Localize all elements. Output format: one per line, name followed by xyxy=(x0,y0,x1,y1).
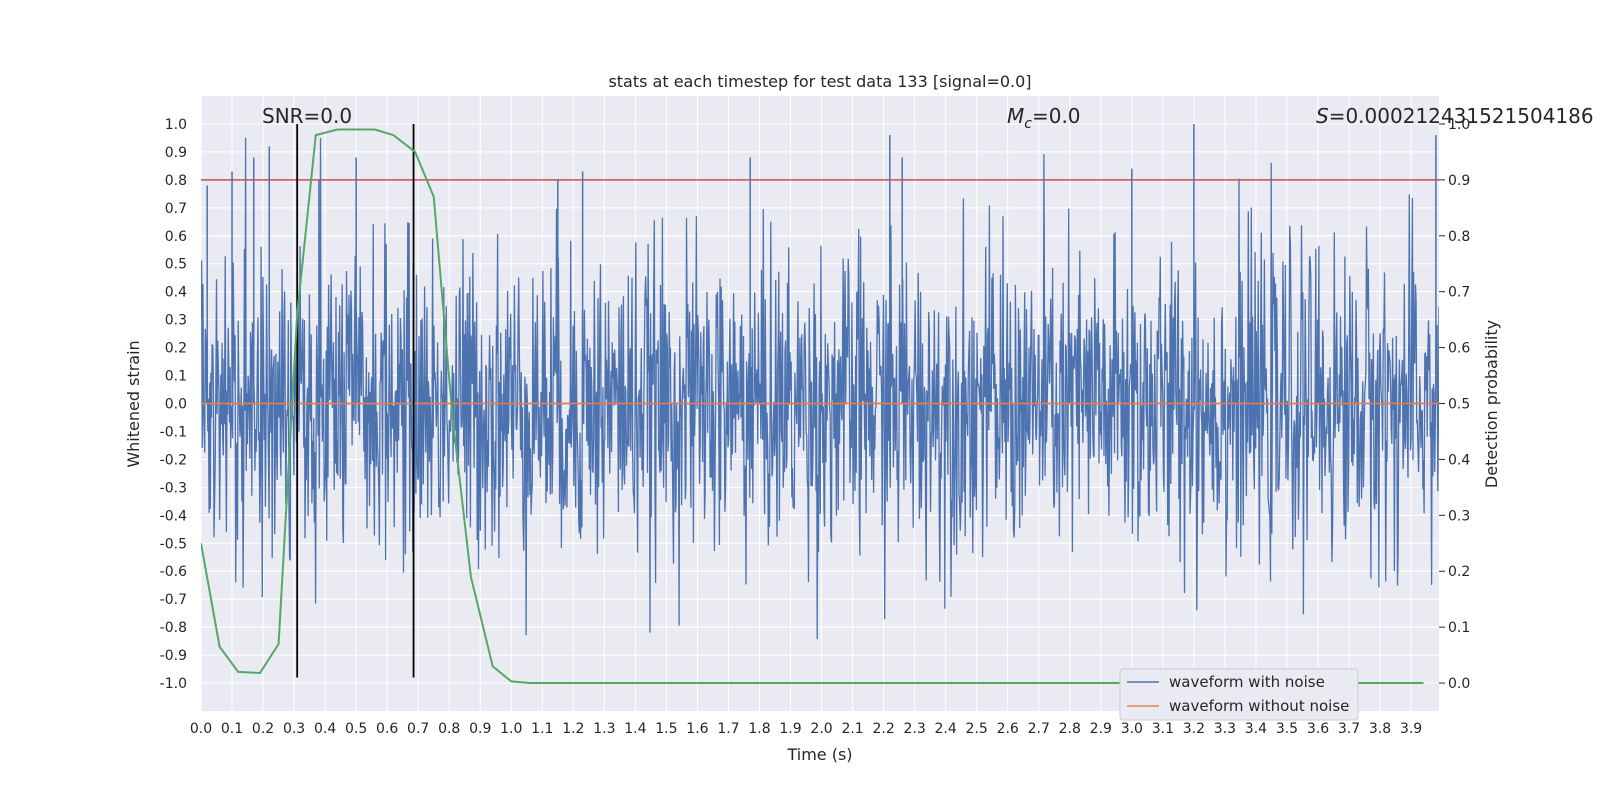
y2-axis-label: Detection probability xyxy=(1482,320,1501,488)
x-axis-label: Time (s) xyxy=(786,745,852,764)
legend-label-noise: waveform with noise xyxy=(1169,673,1325,691)
y-tick-label: -0.1 xyxy=(160,424,187,440)
x-tick-label: 0.8 xyxy=(438,721,460,737)
snr-annotation: SNR=0.0 xyxy=(262,104,352,128)
y2-tick-label: 0.5 xyxy=(1448,397,1470,413)
x-tick-label: 2.7 xyxy=(1028,721,1050,737)
x-tick-label: 1.1 xyxy=(531,721,553,737)
noise-trace xyxy=(201,137,1439,640)
legend-label-clean: waveform without noise xyxy=(1169,697,1349,715)
y2-tick-label: 0.4 xyxy=(1448,452,1470,468)
y-tick-label: -0.3 xyxy=(160,480,187,496)
x-tick-label: 0.5 xyxy=(345,721,367,737)
x-tick-label: 2.5 xyxy=(966,721,988,737)
x-tick-label: 3.6 xyxy=(1307,721,1329,737)
mc-subscript: c xyxy=(1024,116,1032,132)
x-tick-label: 3.3 xyxy=(1214,721,1236,737)
x-tick-label: 3.7 xyxy=(1338,721,1360,737)
chart-title: stats at each timestep for test data 133… xyxy=(608,72,1031,91)
y2-tick-label: 1.0 xyxy=(1448,117,1470,133)
x-tick-label: 3.5 xyxy=(1276,721,1298,737)
probability-line xyxy=(201,128,1424,684)
y-tick-labels: 1.0 0.9 0.8 0.7 0.6 0.5 0.4 0.3 0.2 0.1 0.0 -0.1 -0.… xyxy=(160,117,187,692)
x-tick-label: 3.4 xyxy=(1245,721,1267,737)
y-tick-label: 0.0 xyxy=(165,397,187,413)
x-tick-label: 2.2 xyxy=(872,721,894,737)
y-axis-label: Whitened strain xyxy=(124,340,143,467)
y2-tick-label: 0.7 xyxy=(1448,285,1470,301)
y-tick-label: -0.4 xyxy=(160,508,187,524)
y2-tick-label: 0.0 xyxy=(1448,676,1470,692)
event-markers xyxy=(296,123,415,678)
x-tick-label: 1.8 xyxy=(748,721,770,737)
x-tick-label: 1.7 xyxy=(717,721,739,737)
y-tick-label: -0.9 xyxy=(160,648,187,664)
x-tick-label: 0.3 xyxy=(283,721,305,737)
x-tick-labels: 0.0 0.1 0.2 0.3 0.4 0.5 0.6 0.7 0.8 0.9 1.0 1.1 1.2 1… xyxy=(190,721,1422,737)
y-tick-label: -0.6 xyxy=(160,564,187,580)
mc-value: =0.0 xyxy=(1032,104,1081,128)
x-tick-label: 1.2 xyxy=(562,721,584,737)
plot-area xyxy=(201,123,1439,684)
y2-tick-label: 0.2 xyxy=(1448,564,1470,580)
mc-symbol: M xyxy=(1007,104,1024,128)
x-tick-label: 1.3 xyxy=(593,721,615,737)
mc-annotation: Mc=0.0 xyxy=(1007,104,1081,132)
x-tick-label: 0.9 xyxy=(469,721,491,737)
x-tick-label: 3.2 xyxy=(1183,721,1205,737)
y-tick-label: 0.4 xyxy=(165,285,187,301)
y-tick-label: 0.9 xyxy=(165,145,187,161)
y2-tick-label: 0.8 xyxy=(1448,229,1470,245)
x-tick-label: 2.9 xyxy=(1090,721,1112,737)
y2-tick-label: 0.1 xyxy=(1448,620,1470,636)
y-tick-label: -0.8 xyxy=(160,620,187,636)
x-tick-label: 1.5 xyxy=(655,721,677,737)
series-waveform-with-noise xyxy=(201,123,1439,640)
y-tick-label: -0.7 xyxy=(160,592,187,608)
x-tick-label: 0.7 xyxy=(407,721,429,737)
x-tick-label: 2.1 xyxy=(841,721,863,737)
x-tick-label: 0.2 xyxy=(252,721,274,737)
x-tick-label: 0.4 xyxy=(314,721,336,737)
x-tick-label: 1.4 xyxy=(624,721,646,737)
x-tick-label: 2.8 xyxy=(1059,721,1081,737)
x-tick-label: 1.9 xyxy=(779,721,801,737)
x-tick-label: 2.3 xyxy=(904,721,926,737)
y-tick-label: 0.6 xyxy=(165,229,187,245)
x-tick-label: 0.1 xyxy=(221,721,243,737)
y2-tick-labels: 1.0 0.9 0.8 0.7 0.6 0.5 0.4 0.3 0.2 0.1 0.0 xyxy=(1439,117,1470,692)
y-tick-label: 0.7 xyxy=(165,201,187,217)
y2-tick-label: 0.6 xyxy=(1448,341,1470,357)
series-detection-probability xyxy=(201,128,1424,684)
y2-tick-label: 0.9 xyxy=(1448,173,1470,189)
y-tick-label: -1.0 xyxy=(160,676,187,692)
s-symbol: S xyxy=(1316,104,1329,128)
y-tick-label: 0.1 xyxy=(165,369,187,385)
y-tick-label: -0.5 xyxy=(160,536,187,552)
x-tick-label: 3.1 xyxy=(1152,721,1174,737)
x-tick-label: 3.8 xyxy=(1369,721,1391,737)
y-tick-label: 0.2 xyxy=(165,341,187,357)
legend-box xyxy=(1119,668,1359,721)
x-tick-label: 3.9 xyxy=(1400,721,1422,737)
s-value: =0.000212431521504186 xyxy=(1329,104,1594,128)
x-tick-label: 1.0 xyxy=(500,721,522,737)
y-tick-label: 1.0 xyxy=(165,117,187,133)
x-tick-label: 2.4 xyxy=(935,721,957,737)
x-tick-label: 2.0 xyxy=(810,721,832,737)
y-tick-label: 0.8 xyxy=(165,173,187,189)
x-tick-label: 1.6 xyxy=(686,721,708,737)
y-tick-label: 0.3 xyxy=(165,313,187,329)
x-tick-label: 0.6 xyxy=(376,721,398,737)
x-tick-label: 3.0 xyxy=(1121,721,1143,737)
y2-tick-label: 0.3 xyxy=(1448,508,1470,524)
s-annotation: S=0.000212431521504186 xyxy=(1316,104,1594,128)
x-tick-label: 2.6 xyxy=(997,721,1019,737)
y-tick-label: 0.5 xyxy=(165,257,187,273)
legend: waveform with noise waveform without noi… xyxy=(1119,668,1359,721)
x-tick-label: 0.0 xyxy=(190,721,212,737)
y-tick-label: -0.2 xyxy=(160,452,187,468)
